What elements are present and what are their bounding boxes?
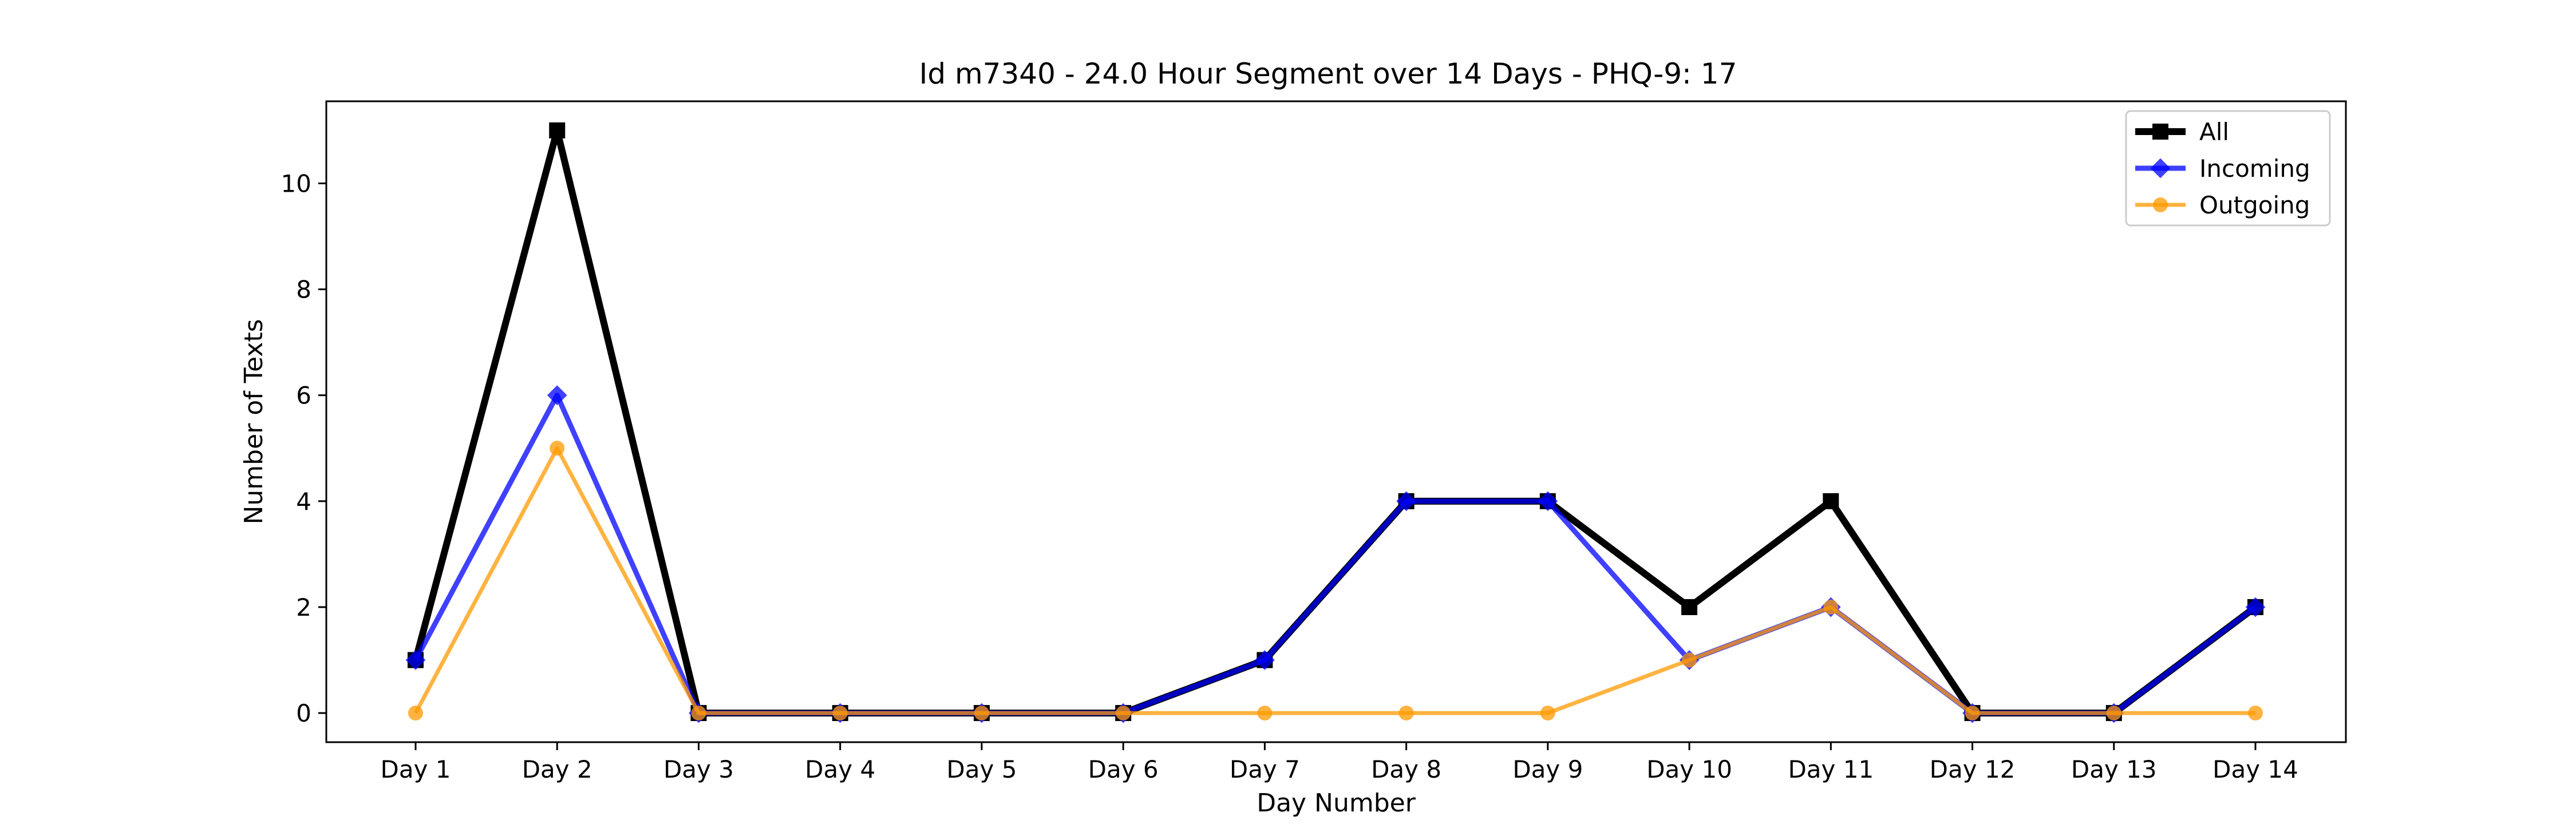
y-tick-label: 6 <box>296 382 311 410</box>
legend-marker-outgoing <box>2153 197 2168 212</box>
x-tick-label: Day 3 <box>663 755 734 783</box>
legend-label-incoming: Incoming <box>2199 154 2310 183</box>
data-point-incoming <box>547 385 567 406</box>
legend-marker-incoming <box>2150 158 2171 179</box>
data-point-incoming <box>1538 491 1558 512</box>
data-point-outgoing <box>2106 706 2121 721</box>
axes: Day 1 Day 2 Day 3 Day 4 Day 5 Day 6 Day 7 Day 8… <box>281 169 2298 783</box>
data-point-outgoing <box>691 706 706 721</box>
y-tick-label: 4 <box>296 488 311 516</box>
series-line-incoming <box>413 393 2257 716</box>
x-tick-label: Day 11 <box>1788 755 1874 783</box>
data-point-outgoing <box>408 706 423 721</box>
x-tick-label: Day 12 <box>1930 755 2016 783</box>
data-point-outgoing <box>1116 706 1131 721</box>
y-tick-label: 8 <box>296 276 311 304</box>
data-point-all <box>549 122 566 138</box>
legend-box <box>2125 110 2331 227</box>
data-point-outgoing <box>1398 706 1414 721</box>
data-point-outgoing <box>974 706 989 721</box>
y-tick-label: 2 <box>296 593 311 621</box>
data-point-outgoing <box>1257 706 1273 721</box>
data-point-outgoing <box>1965 706 1980 721</box>
x-tick-label: Day 5 <box>946 755 1017 783</box>
legend-item-incoming: Incoming <box>2135 154 2310 183</box>
x-tick-label: Day 1 <box>380 755 451 783</box>
x-axis-label: Day Number <box>1257 789 1416 818</box>
data-point-outgoing <box>1823 599 1839 615</box>
x-tick-label: Day 6 <box>1088 755 1159 783</box>
data-point-incoming <box>1396 491 1416 512</box>
y-tick-label: 10 <box>281 169 311 197</box>
series-line-all <box>412 126 2258 717</box>
series-all <box>408 122 2263 722</box>
legend-marker-all <box>2152 124 2168 140</box>
series-incoming <box>405 385 2266 723</box>
legend-label-outgoing: Outgoing <box>2199 191 2310 219</box>
x-tick-label: Day 9 <box>1512 755 1583 783</box>
chart-title: Id m7340 - 24.0 Hour Segment over 14 Day… <box>919 57 1737 90</box>
y-axis-label: Number of Texts <box>239 319 268 524</box>
x-tick-label: Day 10 <box>1646 755 1732 783</box>
x-tick-label: Day 14 <box>2212 755 2298 783</box>
legend-label-all: All <box>2199 118 2229 146</box>
series-line-outgoing <box>413 446 2255 715</box>
data-point-outgoing <box>550 441 565 456</box>
data-point-outgoing <box>1682 652 1697 668</box>
y-tick-label: 0 <box>296 699 311 727</box>
data-point-all <box>1823 493 1839 509</box>
legend-item-all: All <box>2135 118 2229 146</box>
x-tick-label: Day 13 <box>2071 755 2157 783</box>
data-point-all <box>1681 599 1698 615</box>
plot-area <box>405 122 2266 723</box>
legend: All Incoming Outgoing <box>2125 110 2331 227</box>
data-point-incoming <box>1255 650 1275 670</box>
x-tick-label: Day 2 <box>522 755 592 783</box>
x-tick-label: Day 7 <box>1230 755 1300 783</box>
legend-item-outgoing: Outgoing <box>2135 191 2310 219</box>
plot-frame <box>325 100 2347 743</box>
data-point-outgoing <box>2248 706 2263 721</box>
x-tick-label: Day 8 <box>1371 755 1441 783</box>
data-point-incoming <box>2245 597 2266 617</box>
series-outgoing <box>408 441 2263 721</box>
data-point-outgoing <box>832 706 848 721</box>
data-point-incoming <box>405 650 426 670</box>
x-tick-label: Day 4 <box>805 755 875 783</box>
data-point-outgoing <box>1540 706 1555 721</box>
